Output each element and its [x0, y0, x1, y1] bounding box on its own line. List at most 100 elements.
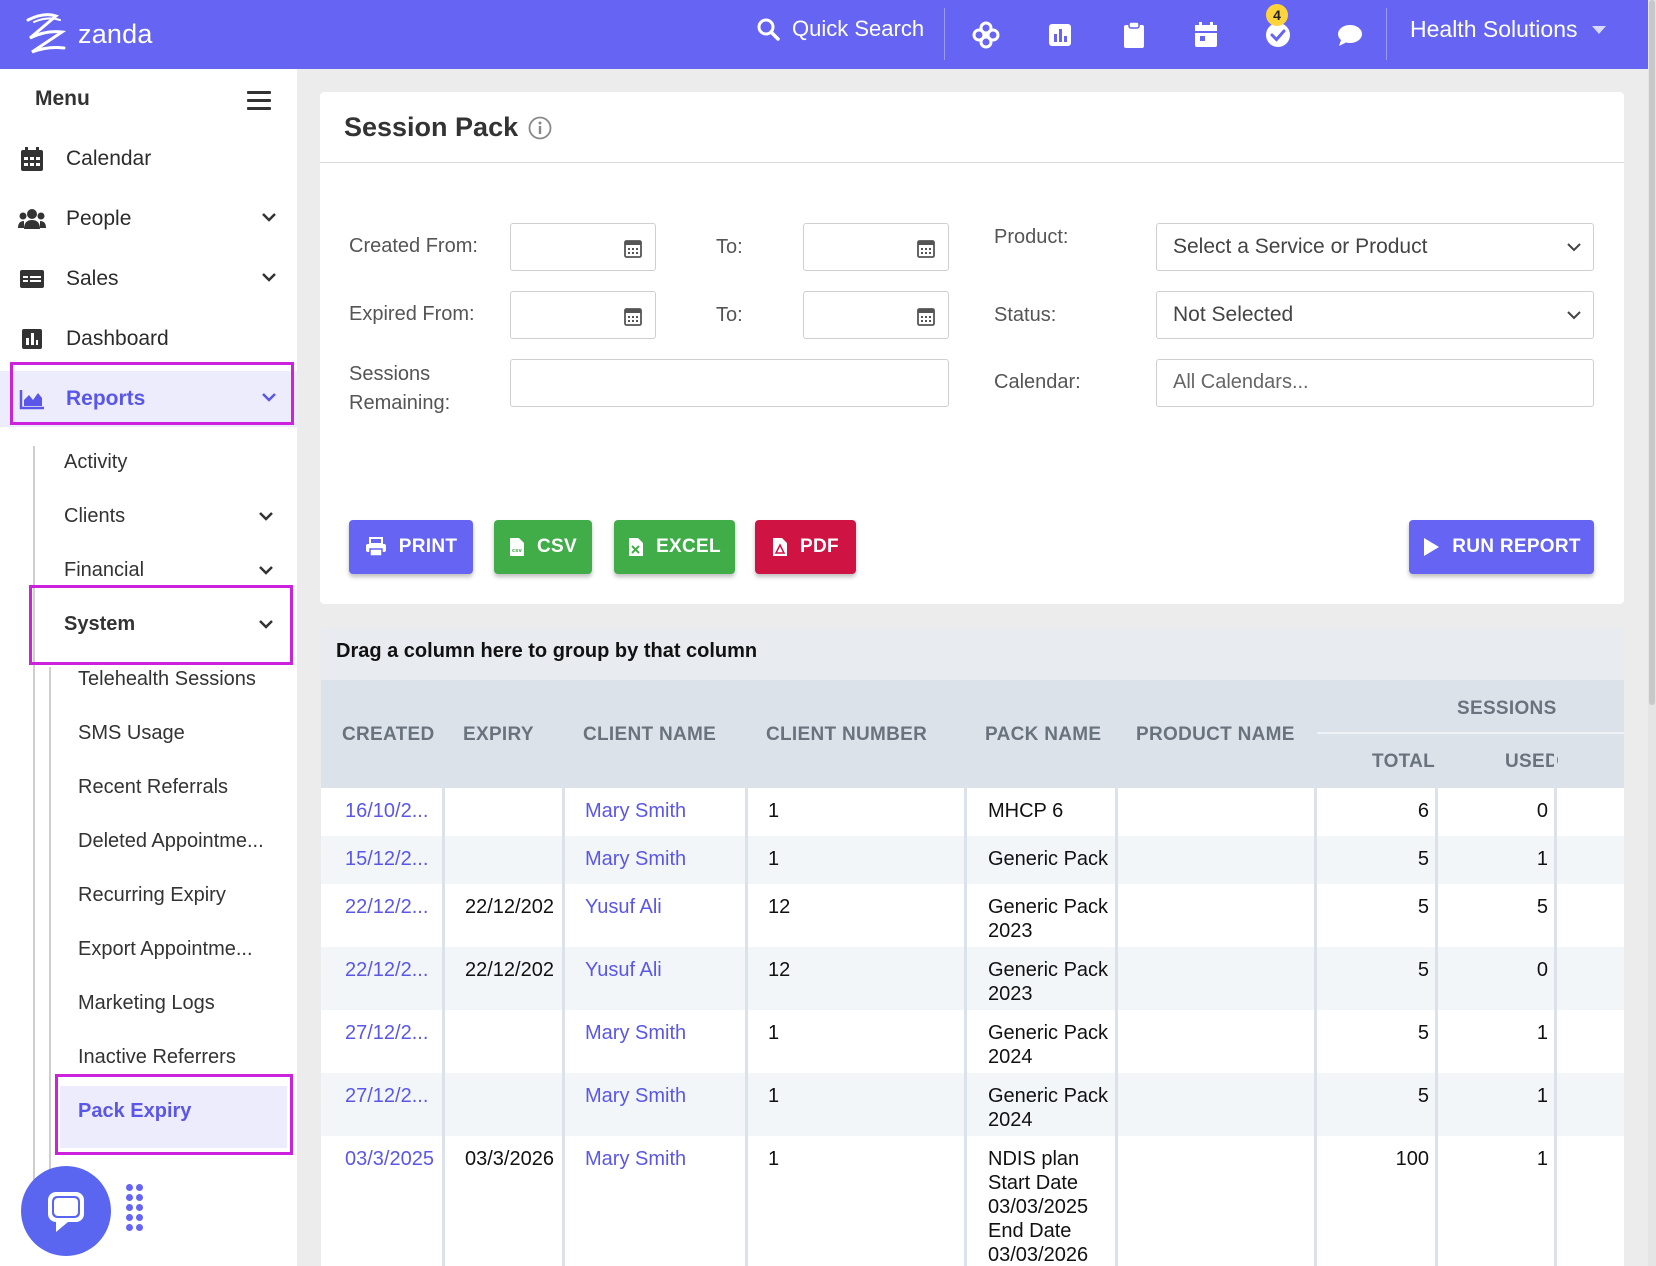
- column-divider: [1115, 680, 1118, 1266]
- sidebar-item-dashboard[interactable]: Dashboard: [0, 311, 297, 367]
- hamburger-menu-icon[interactable]: [247, 91, 271, 111]
- system-item-telehealth-sessions[interactable]: Telehealth Sessions: [78, 668, 256, 690]
- table-row[interactable]: 16/10/2... Mary Smith 1 MHCP 6 6 0: [321, 788, 1624, 836]
- table-row[interactable]: 15/12/2... Mary Smith 1 Generic Pack 5 1: [321, 836, 1624, 884]
- column-header-client-number[interactable]: CLIENT NUMBER: [766, 724, 928, 745]
- drag-handle-icon[interactable]: [126, 1184, 144, 1234]
- cell-client-name[interactable]: Mary Smith: [585, 800, 687, 822]
- chevron-down-icon[interactable]: [258, 564, 274, 576]
- column-divider: [964, 680, 967, 1266]
- print-button[interactable]: PRINT: [349, 520, 473, 574]
- system-item-marketing-logs[interactable]: Marketing Logs: [78, 992, 215, 1014]
- printer-icon: [365, 537, 386, 557]
- reports-item-financial[interactable]: Financial: [64, 559, 145, 581]
- people-icon: [17, 208, 47, 230]
- expired-to-date-input[interactable]: [803, 291, 949, 339]
- reports-item-system[interactable]: System: [64, 613, 136, 635]
- status-label: Status:: [994, 304, 1057, 326]
- svg-text:csv: csv: [512, 548, 523, 554]
- created-to-date-input[interactable]: [803, 223, 949, 271]
- info-icon[interactable]: [528, 116, 552, 140]
- column-header-used[interactable]: USED: [1505, 751, 1559, 772]
- sidebar-item-sales[interactable]: Sales: [0, 251, 297, 307]
- table-row[interactable]: 22/12/2... 22/12/202 Yusuf Ali 12 Generic Pa…: [321, 884, 1624, 947]
- calendar-icon[interactable]: [917, 306, 935, 326]
- cell-created[interactable]: 03/3/2025: [345, 1148, 434, 1170]
- calendar-multiselect[interactable]: All Calendars...: [1156, 359, 1594, 407]
- system-item-inactive-referrers[interactable]: Inactive Referrers: [78, 1046, 236, 1068]
- column-header-created[interactable]: CREATED: [342, 724, 435, 745]
- column-header-expiry[interactable]: EXPIRY: [463, 724, 534, 745]
- table-row[interactable]: 03/3/2025 03/3/2026 Mary Smith 1 NDIS plan S…: [321, 1136, 1624, 1266]
- reports-item-clients[interactable]: Clients: [64, 505, 126, 527]
- sessions-remaining-input[interactable]: [510, 359, 949, 407]
- column-header-product-name[interactable]: PRODUCT NAME: [1136, 724, 1295, 745]
- column-divider: [1554, 736, 1557, 1266]
- sidebar-item-label: Sales: [66, 267, 119, 290]
- cell-created[interactable]: 15/12/2...: [345, 848, 429, 870]
- calendar-icon: [17, 146, 47, 172]
- run-report-button[interactable]: RUN REPORT: [1409, 520, 1594, 574]
- clipboard-icon[interactable]: [1118, 19, 1150, 51]
- organization-switcher[interactable]: Health Solutions: [1410, 16, 1606, 43]
- created-from-date-input[interactable]: [510, 223, 656, 271]
- scrollbar-thumb[interactable]: [1649, 0, 1655, 705]
- cell-created[interactable]: 22/12/2...: [345, 959, 429, 981]
- chart-icon[interactable]: [1044, 19, 1076, 51]
- cell-client-name[interactable]: Mary Smith: [585, 848, 687, 870]
- reports-item-activity[interactable]: Activity: [64, 451, 128, 473]
- cell-client-name[interactable]: Mary Smith: [585, 1148, 687, 1170]
- csv-button[interactable]: csv CSV: [494, 520, 592, 574]
- zanda-logo-icon: [26, 13, 67, 54]
- flower-icon[interactable]: [970, 19, 1002, 51]
- chevron-down-icon[interactable]: [258, 618, 274, 630]
- group-by-drop-zone[interactable]: Drag a column here to group by that colu…: [321, 628, 1624, 680]
- page-scrollbar[interactable]: [1648, 0, 1656, 1266]
- sidebar-item-people[interactable]: People: [0, 191, 297, 247]
- cell-total: 100: [1395, 1148, 1429, 1170]
- cell-client-name[interactable]: Mary Smith: [585, 1022, 687, 1044]
- column-header-client-name[interactable]: CLIENT NAME: [583, 724, 717, 745]
- calendar-icon[interactable]: [1190, 19, 1222, 51]
- sidebar-item-reports[interactable]: Reports: [0, 371, 297, 427]
- sidebar-item-calendar[interactable]: Calendar: [0, 131, 297, 187]
- system-item-pack-expiry[interactable]: Pack Expiry: [78, 1100, 192, 1122]
- cell-created[interactable]: 22/12/2...: [345, 896, 429, 918]
- quick-search[interactable]: Quick Search: [756, 16, 924, 42]
- cell-pack-name: Generic Pack 2023: [988, 896, 1109, 942]
- expired-from-date-input[interactable]: [510, 291, 656, 339]
- cell-client-name[interactable]: Yusuf Ali: [585, 896, 662, 918]
- calendar-icon[interactable]: [917, 238, 935, 258]
- check-circle-icon[interactable]: [1262, 19, 1294, 51]
- system-item-export-appointments[interactable]: Export Appointme...: [78, 938, 253, 960]
- cell-created[interactable]: 27/12/2...: [345, 1085, 429, 1107]
- table-row[interactable]: 22/12/2... 22/12/202 Yusuf Ali 12 Generic Pa…: [321, 947, 1624, 1010]
- table-row[interactable]: 27/12/2... Mary Smith 1 Generic Pack 2024 5 1: [321, 1010, 1624, 1073]
- pdf-button[interactable]: PDF: [755, 520, 856, 574]
- product-select[interactable]: Select a Service or Product: [1156, 223, 1594, 271]
- system-item-deleted-appointments[interactable]: Deleted Appointme...: [78, 830, 264, 852]
- system-item-recent-referrals[interactable]: Recent Referrals: [78, 776, 229, 798]
- chevron-down-icon[interactable]: [258, 510, 274, 522]
- calendar-icon[interactable]: [624, 306, 642, 326]
- cell-created[interactable]: 16/10/2...: [345, 800, 429, 822]
- column-header-pack-name[interactable]: PACK NAME: [985, 724, 1102, 745]
- system-item-sms-usage[interactable]: SMS Usage: [78, 722, 185, 744]
- excel-button[interactable]: EXCEL: [614, 520, 735, 574]
- calendar-icon[interactable]: [624, 238, 642, 258]
- status-select[interactable]: Not Selected: [1156, 291, 1594, 339]
- cell-client-name[interactable]: Yusuf Ali: [585, 959, 662, 981]
- chat-widget-button[interactable]: [21, 1166, 111, 1256]
- system-item-recurring-expiry[interactable]: Recurring Expiry: [78, 884, 226, 906]
- zanda-logo[interactable]: zanda: [18, 8, 153, 60]
- cell-created[interactable]: 27/12/2...: [345, 1022, 429, 1044]
- chat-bubble-icon[interactable]: [1334, 19, 1366, 51]
- cell-client-number: 1: [768, 848, 780, 870]
- table-row[interactable]: 27/12/2... Mary Smith 1 Generic Pack 2024 5 1: [321, 1073, 1624, 1136]
- cell-used: 1: [1536, 1085, 1548, 1107]
- cell-client-name[interactable]: Mary Smith: [585, 1085, 687, 1107]
- column-header-total[interactable]: TOTAL: [1372, 751, 1436, 772]
- cell-pack-name: Generic Pack 2024: [988, 1022, 1109, 1068]
- reports-highlight-box: [10, 362, 294, 425]
- sidebar-item-label: Reports: [66, 387, 146, 410]
